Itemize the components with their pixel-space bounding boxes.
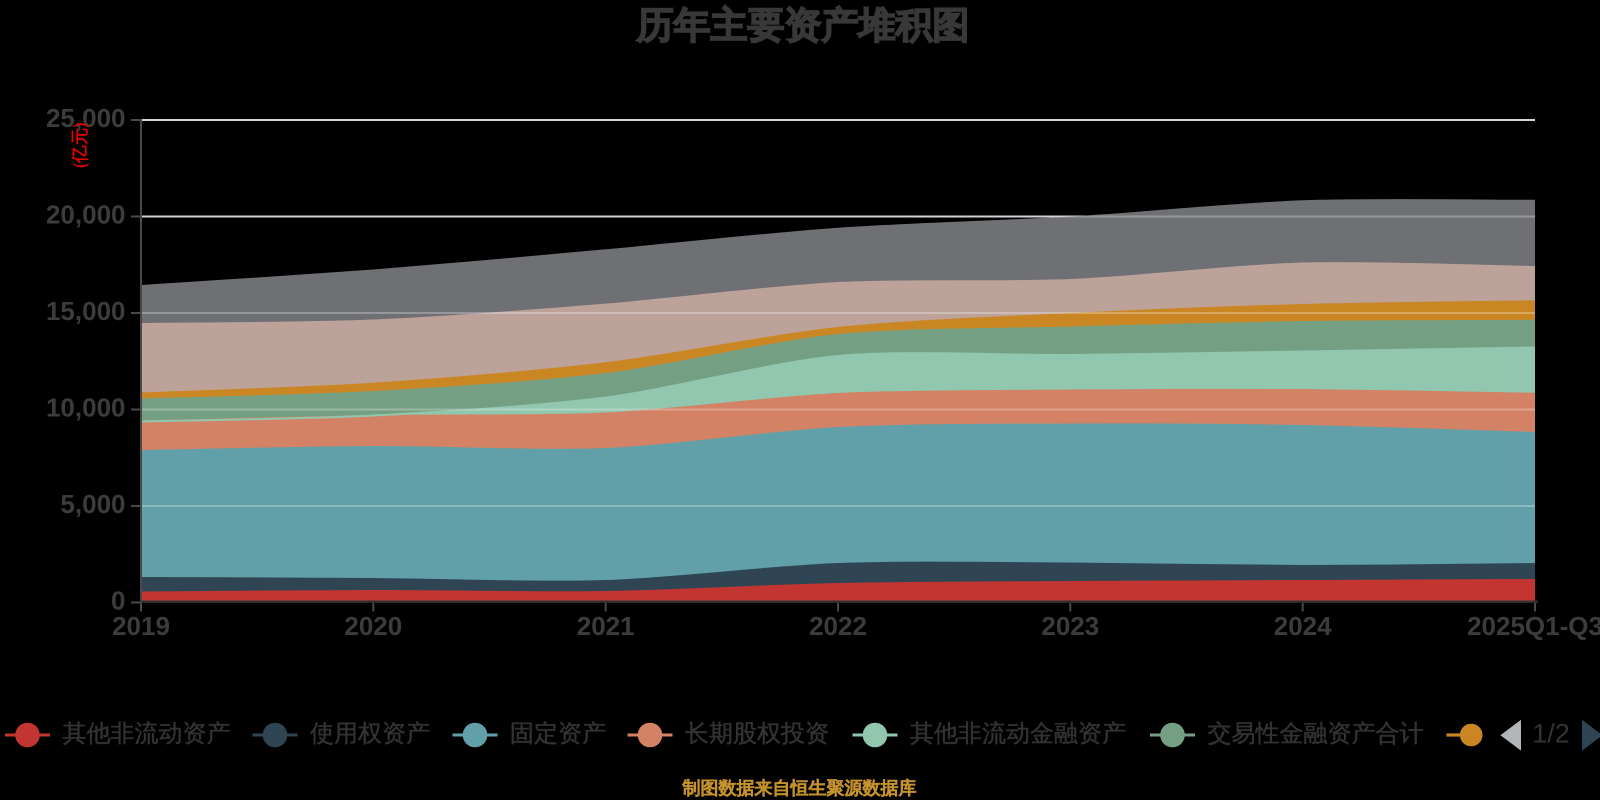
svg-text:2019: 2019	[112, 611, 170, 641]
svg-text:10,000: 10,000	[46, 393, 126, 423]
svg-text:2021: 2021	[577, 611, 635, 641]
svg-text:20,000: 20,000	[46, 200, 126, 230]
svg-text:2024: 2024	[1274, 611, 1332, 641]
svg-text:5,000: 5,000	[60, 489, 125, 519]
svg-text:2020: 2020	[344, 611, 402, 641]
svg-text:25,000: 25,000	[46, 103, 126, 133]
svg-text:2022: 2022	[809, 611, 867, 641]
svg-text:1/2: 1/2	[1532, 719, 1570, 749]
svg-text:2025Q1-Q3: 2025Q1-Q3	[1467, 611, 1600, 641]
svg-text:0: 0	[111, 586, 125, 616]
svg-text:2023: 2023	[1041, 611, 1099, 641]
svg-text:15,000: 15,000	[46, 296, 126, 326]
